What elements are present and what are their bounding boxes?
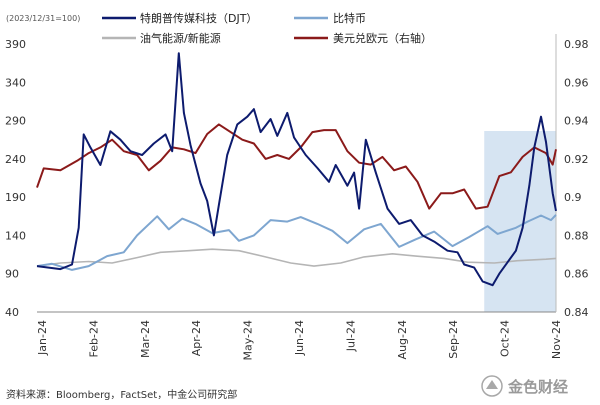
- right-tick-label: 0.98: [564, 38, 589, 51]
- chart-note: (2023/12/31=100): [6, 14, 80, 23]
- right-tick-label: 0.92: [564, 153, 589, 166]
- series-line-energy: [36, 248, 557, 267]
- legend-label-btc: 比特币: [333, 11, 366, 25]
- right-axis: 0.98 0.96 0.94 0.92 0.9 0.88 0.86 0.84: [564, 38, 589, 319]
- left-tick-label: 90: [5, 268, 19, 281]
- x-tick-label: Aug-24: [396, 320, 409, 359]
- legend-label-eurusd: 美元兑欧元（右轴）: [333, 31, 432, 45]
- x-axis: Jan-24 Feb-24 Mar-24 Apr-24 May-24 Jun-24 Jul-…: [36, 320, 563, 361]
- watermark-logo-icon: [481, 375, 503, 397]
- x-tick-label: Mar-24: [139, 320, 152, 358]
- left-tick-label: 240: [5, 153, 26, 166]
- right-tick-label: 0.9: [564, 191, 582, 204]
- chart-frame: [37, 34, 557, 313]
- x-tick-label: May-24: [242, 320, 255, 361]
- left-tick-label: 340: [5, 76, 26, 89]
- left-tick-label: 390: [5, 38, 26, 51]
- right-tick-label: 0.84: [564, 306, 589, 319]
- shaded-region: [484, 131, 556, 312]
- x-tick-label: Sep-24: [447, 320, 460, 359]
- left-tick-label: 40: [5, 306, 19, 319]
- watermark-text: 金色财经: [507, 378, 568, 396]
- x-tick-label: Jan-24: [36, 320, 49, 356]
- legend-label-energy: 油气能源/新能源: [140, 31, 221, 45]
- right-tick-label: 0.86: [564, 268, 589, 281]
- legend: 特朗普传媒科技（DJT） 比特币 油气能源/新能源 美元兑欧元（右轴）: [102, 11, 432, 45]
- left-tick-label: 140: [5, 229, 26, 242]
- series-line-btc: [36, 214, 557, 271]
- series-layer: [36, 52, 557, 287]
- right-tick-label: 0.96: [564, 76, 589, 89]
- watermark-logo-mark: [486, 380, 498, 389]
- x-tick-label: Feb-24: [87, 320, 100, 357]
- left-axis: 390 340 290 240 190 140 90 40: [5, 38, 26, 319]
- watermark: 金色财经: [481, 375, 568, 397]
- x-tick-label: Nov-24: [550, 320, 563, 359]
- x-tick-label: Apr-24: [190, 320, 203, 356]
- series-line-djt: [36, 52, 557, 287]
- x-tick-label: Jul-24: [344, 320, 357, 352]
- right-tick-label: 0.94: [564, 115, 589, 128]
- left-tick-label: 190: [5, 191, 26, 204]
- source-note: 资料来源：Bloomberg，FactSet，中金公司研究部: [6, 388, 237, 401]
- x-tick-label: Jun-24: [293, 320, 306, 356]
- right-tick-label: 0.88: [564, 229, 589, 242]
- x-tick-label: Oct-24: [499, 320, 512, 357]
- legend-label-djt: 特朗普传媒科技（DJT）: [140, 11, 257, 25]
- series-line-eurusd: [36, 123, 557, 210]
- left-tick-label: 290: [5, 115, 26, 128]
